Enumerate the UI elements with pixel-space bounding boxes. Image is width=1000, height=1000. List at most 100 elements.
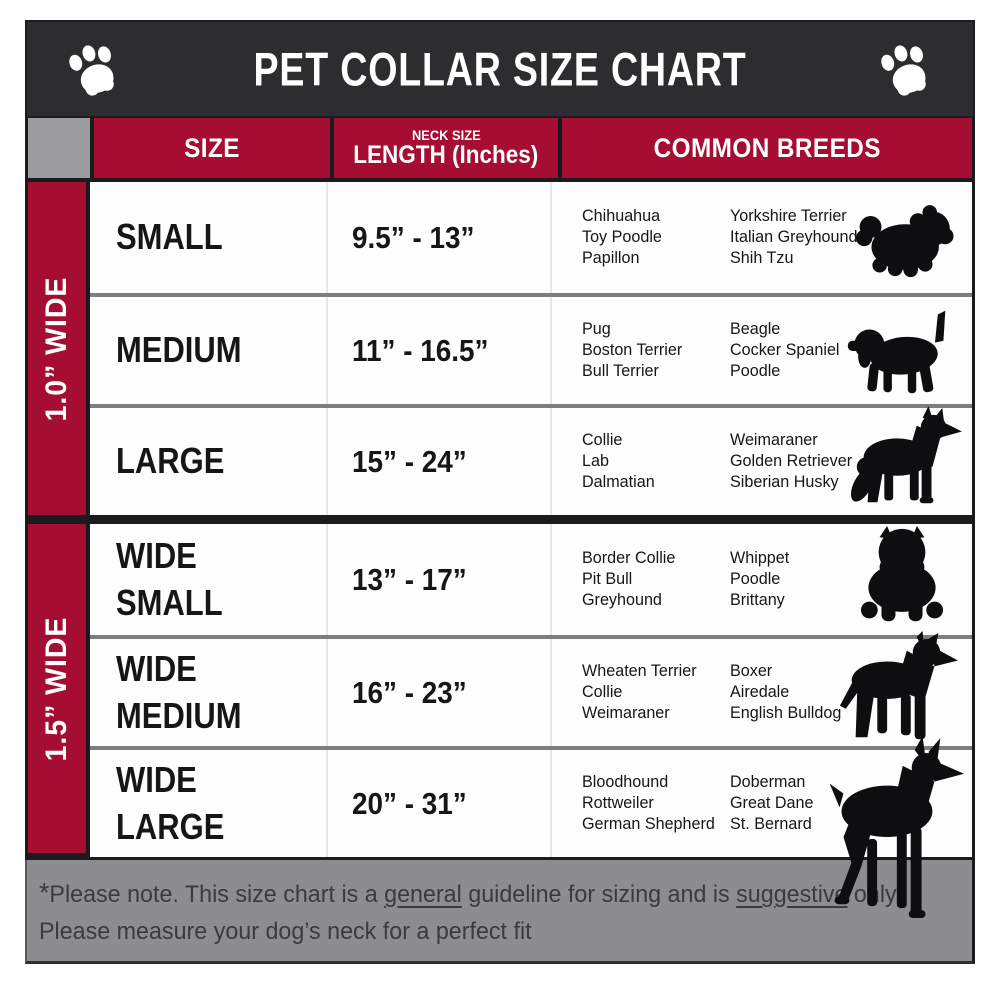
- width-band-1-0: 1.0” WIDE: [28, 182, 90, 515]
- neck-range: 13” - 17”: [352, 561, 467, 597]
- breeds-col-1: Pug Boston Terrier Bull Terrier: [582, 319, 730, 381]
- size-label: SMALL: [116, 216, 223, 258]
- breed-item: Weimaraner: [582, 702, 670, 722]
- section-rows: WIDE SMALL 13” - 17” Border Collie Pit B…: [90, 524, 972, 919]
- size-chart-poster: PET COLLAR SIZE CHART SIZE NECK SIZE: [25, 20, 975, 965]
- breed-item: Poodle: [730, 569, 781, 589]
- breeds-col-1: Chihuahua Toy Poodle Papillon: [582, 206, 730, 268]
- breed-item: Chihuahua: [582, 206, 661, 226]
- breed-item: Whippet: [730, 548, 790, 568]
- shih-tzu-icon: [852, 196, 962, 278]
- breed-item: Collie: [582, 430, 623, 450]
- note-line-2: Please measure your dog’s neck for a per…: [39, 917, 532, 945]
- breeds-col-2: Weimaraner Golden Retriever Siberian Hus…: [730, 430, 905, 492]
- breed-item: Italian Greyhound: [730, 227, 858, 247]
- breed-item: Bull Terrier: [582, 360, 659, 380]
- breeds-col-2: Boxer Airedale English Bulldog: [730, 661, 905, 723]
- breed-item: Papillon: [582, 247, 640, 267]
- table-header-row: SIZE NECK SIZE LENGTH (Inches) COMMON BR…: [28, 118, 972, 178]
- breeds-col-2: Whippet Poodle Brittany: [730, 548, 905, 610]
- title-bar: PET COLLAR SIZE CHART: [25, 20, 975, 118]
- breed-item: German Shepherd: [582, 813, 715, 833]
- breed-item: Shih Tzu: [730, 247, 794, 267]
- breed-item: Rottweiler: [582, 793, 654, 813]
- header-breeds-cell: COMMON BREEDS: [562, 118, 972, 178]
- breed-item: Cocker Spaniel: [730, 340, 840, 360]
- width-band-label: 1.5” WIDE: [40, 616, 73, 761]
- breeds-col-2: Yorkshire Terrier Italian Greyhound Shih…: [730, 206, 905, 268]
- breeds-col-1: Wheaten Terrier Collie Weimaraner: [582, 661, 730, 723]
- breed-item: Toy Poodle: [582, 227, 662, 247]
- row-wide-large: WIDE LARGE 20” - 31” Bloodhound Rottweil…: [90, 736, 972, 919]
- size-label: WIDE SMALL: [116, 534, 223, 623]
- breed-item: Doberman: [730, 772, 806, 792]
- german-shepherd-icon: [838, 406, 966, 519]
- neck-range: 9.5” - 13”: [352, 219, 475, 255]
- row-medium: MEDIUM 11” - 16.5” Pug Boston Terrier Bu…: [90, 293, 972, 404]
- breed-item: Pit Bull: [582, 569, 633, 589]
- breed-item: Collie: [582, 682, 623, 702]
- size-label: MEDIUM: [116, 329, 242, 371]
- size-label: LARGE: [116, 440, 225, 482]
- header-size-label: SIZE: [184, 132, 240, 163]
- breed-item: Wheaten Terrier: [582, 661, 697, 681]
- note-line-1: *Please note. This size chart is a gener…: [39, 877, 902, 908]
- breed-item: Bloodhound: [582, 772, 669, 792]
- paw-icon: [63, 42, 125, 96]
- neck-range: 11” - 16.5”: [352, 332, 489, 368]
- breeds-col-1: Collie Lab Dalmatian: [582, 430, 730, 492]
- neck-range: 16” - 23”: [352, 674, 467, 710]
- row-small: SMALL 9.5” - 13” Chihuahua Toy Poodle Pa…: [90, 182, 972, 293]
- breed-item: Golden Retriever: [730, 451, 853, 471]
- breed-item: Brittany: [730, 589, 785, 609]
- row-wide-medium: WIDE MEDIUM 16” - 23” Wheaten Terrier Co…: [90, 631, 972, 746]
- footer-note: *Please note. This size chart is a gener…: [25, 860, 975, 965]
- breed-item: Greyhound: [582, 589, 662, 609]
- breed-item: Weimaraner: [730, 430, 818, 450]
- row-large: LARGE 15” - 24” Collie Lab Dalmatian Wei…: [90, 404, 972, 515]
- breed-item: Boston Terrier: [582, 340, 683, 360]
- breeds-col-2: Doberman Great Dane St. Bernard: [730, 772, 905, 834]
- breed-item: English Bulldog: [730, 702, 842, 722]
- section-rows: SMALL 9.5” - 13” Chihuahua Toy Poodle Pa…: [90, 182, 972, 515]
- beagle-icon: [844, 307, 966, 396]
- bulldog-icon: [846, 524, 958, 627]
- breed-item: Great Dane: [730, 793, 814, 813]
- size-label: WIDE LARGE: [116, 758, 225, 847]
- breeds-col-1: Bloodhound Rottweiler German Shepherd: [582, 772, 730, 834]
- breed-item: Yorkshire Terrier: [730, 206, 847, 226]
- breed-item: Pug: [582, 319, 611, 339]
- breed-item: Beagle: [730, 319, 781, 339]
- pit-bull-icon: [826, 631, 964, 754]
- neck-range: 20” - 31”: [352, 785, 467, 821]
- section-1-5-wide: 1.5” WIDE WIDE SMALL 13” - 17” Border Co…: [28, 524, 972, 919]
- breed-item: Poodle: [730, 360, 781, 380]
- breed-item: Siberian Husky: [730, 471, 839, 491]
- asterisk: *: [39, 877, 50, 908]
- size-label: WIDE MEDIUM: [116, 647, 242, 736]
- breed-item: Border Collie: [582, 548, 676, 568]
- width-band-1-5: 1.5” WIDE: [28, 524, 90, 857]
- header-breeds-label: COMMON BREEDS: [653, 132, 881, 163]
- neck-range: 15” - 24”: [352, 443, 467, 479]
- breed-item: Lab: [582, 451, 609, 471]
- breeds-col-1: Border Collie Pit Bull Greyhound: [582, 548, 730, 610]
- header-length-cell: NECK SIZE LENGTH (Inches): [334, 118, 558, 178]
- breeds-col-2: Beagle Cocker Spaniel Poodle: [730, 319, 905, 381]
- breed-item: Dalmatian: [582, 471, 655, 491]
- section-divider: [28, 515, 972, 524]
- header-size-cell: SIZE: [94, 118, 330, 178]
- doberman-icon: [800, 736, 968, 939]
- breed-item: St. Bernard: [730, 813, 812, 833]
- paw-icon: [875, 42, 937, 96]
- header-length-label: LENGTH (Inches): [353, 141, 539, 170]
- size-table: SIZE NECK SIZE LENGTH (Inches) COMMON BR…: [25, 118, 975, 919]
- page-title: PET COLLAR SIZE CHART: [253, 42, 747, 96]
- row-wide-small: WIDE SMALL 13” - 17” Border Collie Pit B…: [90, 524, 972, 635]
- breed-item: Airedale: [730, 682, 790, 702]
- width-band-label: 1.0” WIDE: [40, 276, 73, 421]
- header-corner-cell: [28, 118, 90, 178]
- header-neck-size-label: NECK SIZE: [411, 126, 481, 143]
- section-1-0-wide: 1.0” WIDE SMALL 9.5” - 13” Chihuahua Toy…: [28, 182, 972, 515]
- breed-item: Boxer: [730, 661, 773, 681]
